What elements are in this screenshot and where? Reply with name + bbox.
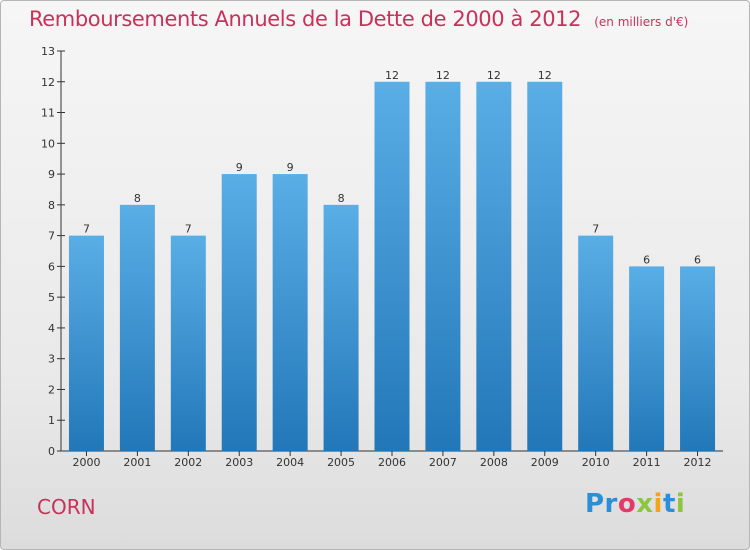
bar: [425, 81, 461, 452]
x-tick-label: 2011: [633, 456, 661, 469]
x-tick-label: 2007: [429, 456, 457, 469]
x-tick-label: 2004: [276, 456, 304, 469]
y-tick-label: 11: [41, 107, 55, 120]
x-tick-label: 2009: [531, 456, 559, 469]
bar-value-label: 12: [487, 69, 501, 82]
bar: [527, 81, 563, 452]
title-main: Remboursements Annuels de la Dette de 20…: [29, 7, 582, 31]
bar-value-label: 6: [643, 253, 650, 266]
y-tick-label: 13: [41, 45, 55, 58]
y-tick-label: 12: [41, 76, 55, 89]
bar-value-label: 8: [134, 192, 141, 205]
logo-part: o: [617, 489, 637, 519]
x-tick-label: 2005: [327, 456, 355, 469]
y-tick-label: 6: [48, 260, 55, 273]
logo-part: x: [636, 489, 654, 519]
bar: [374, 81, 410, 452]
logo-part: t: [662, 489, 676, 519]
commune-name: CORN: [37, 495, 96, 519]
x-tick-label: 2002: [174, 456, 202, 469]
chart-title: Remboursements Annuels de la Dette de 20…: [29, 7, 688, 31]
bar: [119, 204, 155, 451]
title-unit: (en milliers d'€): [594, 15, 689, 29]
x-tick-label: 2006: [378, 456, 406, 469]
bar: [680, 266, 716, 451]
bar-value-label: 9: [287, 161, 294, 174]
bar: [629, 266, 665, 451]
x-tick-label: 2012: [684, 456, 712, 469]
bar-value-label: 9: [236, 161, 243, 174]
bar-value-label: 7: [592, 223, 599, 236]
y-tick-label: 9: [48, 168, 55, 181]
y-tick-label: 3: [48, 353, 55, 366]
logo-part: Pr: [585, 489, 618, 519]
bar: [323, 204, 359, 451]
bar-value-label: 7: [83, 223, 90, 236]
y-tick-label: 7: [48, 230, 55, 243]
bar: [221, 174, 257, 452]
bar-value-label: 12: [385, 69, 399, 82]
bar: [170, 235, 206, 451]
x-tick-label: 2001: [123, 456, 151, 469]
bar-value-label: 8: [338, 192, 345, 205]
logo-part: i: [653, 489, 663, 519]
bar: [68, 235, 104, 451]
y-tick-label: 2: [48, 383, 55, 396]
bar-value-label: 6: [694, 253, 701, 266]
bar: [476, 81, 512, 452]
bar-value-label: 7: [185, 223, 192, 236]
bar-value-label: 12: [538, 69, 552, 82]
y-tick-label: 8: [48, 199, 55, 212]
y-tick-label: 5: [48, 291, 55, 304]
y-tick-label: 10: [41, 137, 55, 150]
x-tick-label: 2003: [225, 456, 253, 469]
y-tick-label: 0: [48, 445, 55, 458]
proxiti-logo: Proxiti: [585, 489, 685, 519]
y-tick-label: 1: [48, 414, 55, 427]
logo-part: i: [675, 489, 686, 519]
bar: [272, 174, 308, 452]
x-tick-label: 2010: [582, 456, 610, 469]
bar: [578, 235, 614, 451]
y-tick-label: 4: [48, 322, 55, 335]
x-tick-label: 2008: [480, 456, 508, 469]
bar-value-label: 12: [436, 69, 450, 82]
x-tick-label: 2000: [72, 456, 100, 469]
